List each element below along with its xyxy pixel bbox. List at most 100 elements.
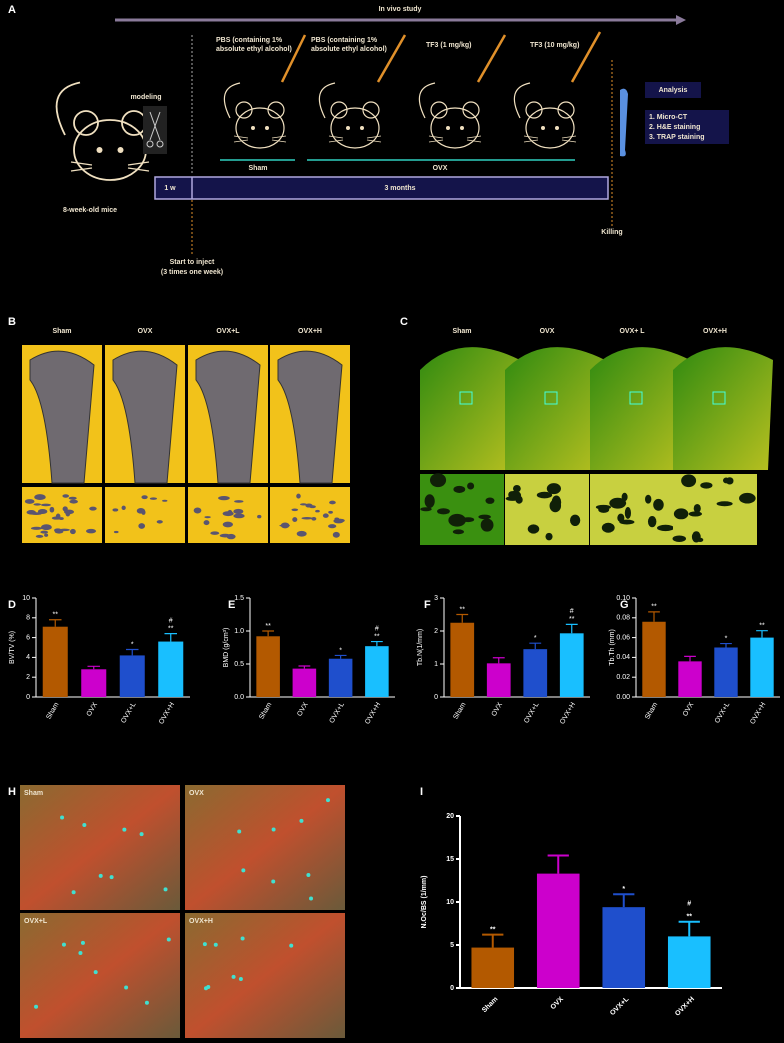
error-bar (613, 893, 635, 908)
bar (328, 658, 353, 697)
osteoclast (78, 951, 83, 956)
osteoclast (122, 827, 127, 832)
trap-image (185, 785, 345, 910)
trabecula (301, 517, 313, 520)
zoom-box (459, 391, 473, 405)
x-tick-label: OVX (491, 701, 505, 718)
histology-image (505, 347, 605, 470)
trabecula (68, 496, 77, 500)
significance: ** (460, 606, 466, 613)
bar (292, 668, 317, 697)
inject-label: (3 times one week) (161, 269, 223, 276)
osteoclast (109, 875, 114, 880)
y-tick-label: 0.0 (234, 694, 244, 701)
x-tick-label: OVX+H (749, 701, 767, 725)
x-tick-label: OVX+L (120, 701, 137, 724)
trabecula (136, 508, 146, 514)
osteoclast (289, 943, 294, 948)
bar (471, 947, 515, 988)
y-tick-label: 0.02 (616, 674, 630, 681)
image-label: OVX+H (703, 328, 727, 335)
significance: # (375, 625, 379, 632)
bar (256, 636, 280, 697)
bone-shape (195, 350, 261, 484)
trabecula (296, 530, 307, 537)
x-tick-label: Sham (45, 701, 60, 720)
trabecula (280, 522, 290, 529)
marrow (681, 474, 697, 488)
y-tick-label: 0.06 (616, 634, 630, 641)
error-bar (678, 920, 700, 937)
error-bar (48, 619, 62, 627)
x-tick-label: OVX (296, 701, 310, 718)
trabecula (65, 510, 71, 517)
panel-letter: A (8, 4, 16, 16)
osteoclast (213, 942, 218, 947)
bone-shape (112, 350, 178, 484)
osteoclast (238, 977, 243, 982)
significance: ** (687, 914, 693, 921)
trabecula (257, 514, 262, 519)
osteoclast (93, 970, 98, 975)
y-tick-label: 1 (434, 661, 438, 668)
bone-shape (29, 350, 95, 484)
marrow (453, 485, 466, 493)
error-bar (87, 665, 101, 670)
osteoclast (98, 873, 103, 878)
marrow (624, 507, 632, 519)
trabecula (113, 530, 119, 534)
bone-icon (620, 88, 628, 157)
marrow (725, 477, 734, 485)
trabecula (69, 528, 76, 535)
marrow (688, 511, 702, 517)
error-bar (756, 630, 768, 638)
bar (750, 637, 774, 697)
marrow (480, 518, 494, 532)
bar (42, 626, 68, 697)
trabecula (40, 524, 52, 531)
trabecula (156, 520, 163, 524)
bar (602, 907, 646, 988)
panel-letter: E (228, 599, 235, 611)
y-tick-label: 10 (22, 595, 30, 602)
bar (536, 873, 580, 988)
x-tick-label: OVX (550, 996, 566, 1012)
marrow (485, 497, 495, 504)
trabecula (149, 497, 158, 500)
trabecula (141, 495, 148, 500)
osteoclast (34, 1004, 39, 1009)
osteoclast (139, 832, 144, 837)
error-bar (547, 854, 569, 874)
bar (523, 649, 548, 697)
marrow (437, 508, 450, 515)
histology-image (590, 347, 690, 470)
trabecula (315, 509, 320, 513)
trabecula (292, 517, 298, 523)
significance: ** (569, 616, 575, 623)
y-axis-label: BMD (g/cm³) (223, 628, 230, 668)
y-tick-label: 0 (434, 694, 438, 701)
significance: ** (490, 927, 496, 934)
marrow (716, 501, 733, 507)
marrow (673, 508, 689, 520)
syringes (280, 31, 602, 83)
osteoclast (271, 879, 276, 884)
start-label: 8-week-old mice (63, 207, 117, 214)
marrow (452, 529, 465, 535)
y-tick-label: 0.08 (616, 615, 630, 622)
bar (365, 646, 389, 697)
trabecula (233, 508, 244, 515)
image-label: OVX+L (24, 918, 48, 925)
osteoclast (325, 798, 330, 803)
trabecula (37, 509, 48, 515)
error-bar (298, 665, 311, 669)
x-tick-label: OVX+L (329, 701, 346, 724)
x-tick-label: OVX+L (523, 701, 540, 724)
trabecula (299, 503, 308, 506)
error-bar (164, 633, 178, 642)
trabecula (338, 518, 345, 523)
significance: * (725, 635, 728, 642)
panel-a: In vivo study 8-week-old mice modeling P… (55, 6, 729, 276)
image-label: OVX (138, 328, 153, 335)
